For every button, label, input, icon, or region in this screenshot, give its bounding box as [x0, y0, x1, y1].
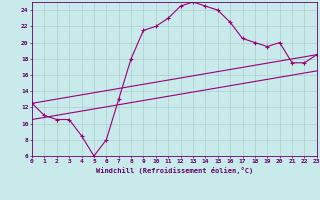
X-axis label: Windchill (Refroidissement éolien,°C): Windchill (Refroidissement éolien,°C)	[96, 167, 253, 174]
